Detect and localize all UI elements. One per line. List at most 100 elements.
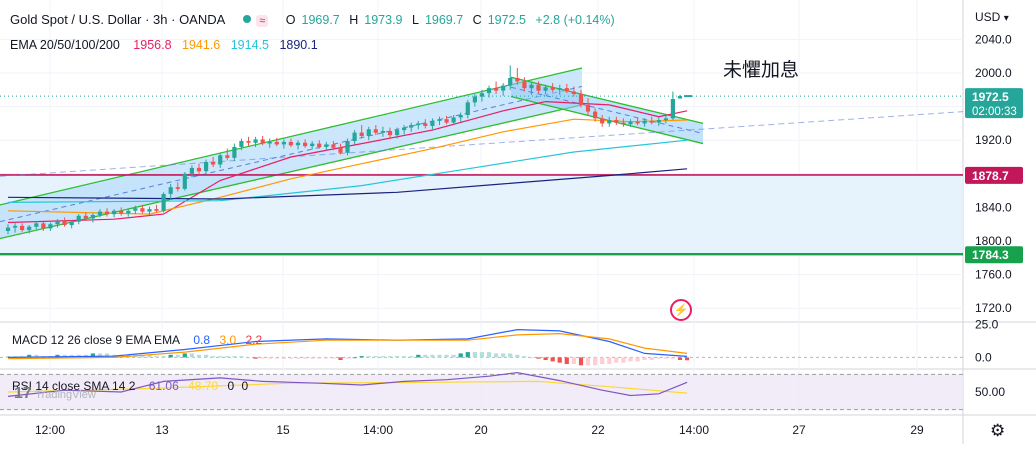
candle[interactable]	[395, 127, 400, 139]
candle[interactable]	[260, 136, 265, 146]
candle[interactable]	[189, 165, 194, 178]
candle[interactable]	[585, 98, 591, 115]
compare-icon[interactable]: ≈	[256, 15, 269, 27]
candle[interactable]	[536, 81, 541, 94]
candle[interactable]	[486, 85, 492, 98]
candle[interactable]	[607, 116, 612, 127]
candle[interactable]	[352, 130, 357, 145]
candle[interactable]	[529, 81, 534, 95]
candle[interactable]	[62, 217, 67, 227]
candle[interactable]	[69, 220, 74, 229]
price-axis-label[interactable]: 2000.0	[975, 66, 1012, 80]
candle[interactable]	[239, 138, 244, 151]
candle[interactable]	[635, 117, 640, 126]
candle[interactable]	[119, 207, 124, 216]
price-axis-label[interactable]: 1760.0	[975, 268, 1012, 282]
candle[interactable]	[211, 157, 216, 168]
candle[interactable]	[154, 204, 159, 213]
candle[interactable]	[218, 152, 223, 168]
candle[interactable]	[303, 139, 308, 148]
horizontal-line-1878-badge[interactable]: 1878.7	[965, 166, 1023, 184]
candle[interactable]	[656, 117, 661, 126]
candle[interactable]	[281, 139, 286, 149]
candle[interactable]	[324, 141, 329, 151]
candle[interactable]	[649, 116, 654, 125]
candle[interactable]	[133, 205, 138, 215]
candle[interactable]	[288, 138, 293, 147]
candle[interactable]	[578, 89, 584, 108]
candle[interactable]	[225, 148, 230, 161]
currency-selector[interactable]: USD ▾	[975, 10, 1009, 24]
candle[interactable]	[168, 183, 173, 199]
candle[interactable]	[515, 67, 520, 85]
candle[interactable]	[13, 222, 18, 233]
candle[interactable]	[246, 136, 251, 147]
candle[interactable]	[90, 213, 95, 223]
candle[interactable]	[444, 115, 449, 125]
candle[interactable]	[387, 127, 393, 138]
candle[interactable]	[76, 214, 81, 225]
candle[interactable]	[465, 99, 470, 119]
rsi-scale-label[interactable]: 50.00	[975, 385, 1005, 399]
macd-scale-label[interactable]: 25.0	[975, 317, 999, 331]
candle[interactable]	[232, 143, 237, 162]
candle[interactable]	[48, 222, 53, 231]
candle[interactable]	[670, 91, 675, 121]
candle[interactable]	[593, 108, 598, 122]
price-axis-label[interactable]: 1720.0	[975, 301, 1012, 315]
symbol-title[interactable]: Gold Spot / U.S. Dollar · 3h · OANDA	[10, 12, 226, 27]
candle[interactable]	[317, 140, 322, 149]
candle[interactable]	[642, 118, 647, 127]
candle[interactable]	[508, 65, 513, 90]
horizontal-line-1784-badge[interactable]: 1784.3	[965, 246, 1023, 264]
candle[interactable]	[614, 116, 619, 126]
candle[interactable]	[522, 77, 527, 92]
candle[interactable]	[41, 221, 46, 231]
ascending-channel-lower-line[interactable]	[0, 104, 583, 240]
time-axis-label[interactable]: 20	[474, 423, 488, 437]
candle[interactable]	[373, 125, 378, 136]
time-axis[interactable]: 12:00 13 15 14:00 20 22 14:00 27 29	[35, 423, 924, 437]
macd-scale-label[interactable]: 0.0	[975, 350, 992, 364]
time-axis-label[interactable]: 27	[792, 423, 806, 437]
time-axis-label[interactable]: 12:00	[35, 423, 65, 437]
candle[interactable]	[34, 220, 39, 230]
annotation-text[interactable]: 未懼加息	[723, 60, 800, 81]
candle[interactable]	[274, 137, 279, 147]
price-axis-label[interactable]: 1920.0	[975, 133, 1012, 147]
candle[interactable]	[338, 143, 343, 155]
time-axis-label[interactable]: 22	[591, 423, 605, 437]
candle[interactable]	[20, 223, 25, 232]
candle[interactable]	[550, 83, 555, 93]
candle[interactable]	[430, 118, 435, 130]
candle[interactable]	[416, 120, 421, 130]
candle[interactable]	[437, 116, 442, 126]
candle[interactable]	[501, 83, 506, 96]
candle[interactable]	[557, 84, 562, 95]
candle[interactable]	[494, 81, 499, 94]
descending-channel-lower-line[interactable]	[510, 95, 704, 145]
candle[interactable]	[472, 94, 477, 107]
candle[interactable]	[126, 209, 131, 217]
time-axis-label[interactable]: 15	[276, 423, 290, 437]
candle[interactable]	[543, 84, 548, 94]
candle[interactable]	[663, 115, 668, 124]
candle[interactable]	[27, 225, 32, 234]
price-axis-label[interactable]: 1800.0	[975, 234, 1012, 248]
candle[interactable]	[147, 206, 152, 215]
candle[interactable]	[204, 159, 209, 175]
candle[interactable]	[55, 219, 60, 228]
macd-legend[interactable]: MACD 12 26 close 9 EMA EMA 0.8 3.0 2.2	[12, 333, 262, 347]
rsi-legend[interactable]: RSI 14 close SMA 14 2 61.06 48.70 0 0	[12, 379, 248, 393]
settings-gear-icon[interactable]: ⚙	[990, 421, 1006, 440]
candle[interactable]	[175, 182, 180, 192]
candle[interactable]	[600, 115, 605, 127]
candle[interactable]	[571, 86, 576, 97]
price-axis-label[interactable]: 1840.0	[975, 200, 1012, 214]
candle[interactable]	[677, 94, 683, 99]
candle[interactable]	[253, 136, 258, 147]
candle[interactable]	[112, 209, 117, 218]
candle[interactable]	[310, 141, 315, 150]
price-axis[interactable]: 2040.02000.01960.01920.01880.01840.01800…	[965, 32, 1023, 399]
